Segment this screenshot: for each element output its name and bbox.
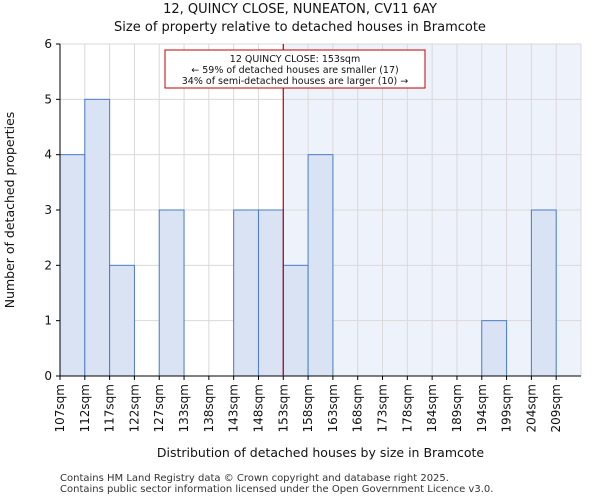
x-tick-label: 122sqm bbox=[127, 384, 141, 432]
bar-107sqm bbox=[59, 154, 86, 377]
x-tick-label: 184sqm bbox=[425, 384, 439, 432]
y-tick-label: 3 bbox=[44, 203, 52, 217]
y-tick-label: 0 bbox=[44, 369, 52, 383]
x-tick-label: 148sqm bbox=[251, 384, 265, 432]
annotation-line: 12 QUINCY CLOSE: 153sqm bbox=[230, 54, 360, 65]
x-tick-label: 204sqm bbox=[524, 384, 538, 432]
chart-subtitle: Size of property relative to detached ho… bbox=[114, 20, 486, 35]
annotation-line: ← 59% of detached houses are smaller (17… bbox=[191, 65, 398, 76]
y-tick-label: 4 bbox=[44, 148, 52, 162]
y-axis-label: Number of detached properties bbox=[2, 112, 17, 309]
x-tick-label: 199sqm bbox=[500, 384, 514, 432]
x-tick-label: 133sqm bbox=[177, 384, 191, 432]
annotation-box bbox=[164, 49, 426, 89]
x-tick-label: 168sqm bbox=[351, 384, 365, 432]
histogram-chart: 0 1 2 3 4 5 6 107sqm 112sqm 117sqm 122sqm 127sqm 133… bbox=[2, 37, 582, 460]
y-tick-label: 5 bbox=[44, 92, 52, 106]
bar-117sqm bbox=[109, 264, 135, 377]
x-tick-label: 127sqm bbox=[152, 384, 166, 432]
bar-194sqm bbox=[481, 320, 508, 377]
bar-143sqm bbox=[233, 209, 259, 377]
x-tick-label: 158sqm bbox=[301, 384, 315, 432]
annotation-line: 34% of semi-detached houses are larger (… bbox=[182, 76, 409, 87]
x-tick-label: 189sqm bbox=[450, 384, 464, 432]
y-tick-label: 1 bbox=[44, 314, 52, 328]
chart-title: 12, QUINCY CLOSE, NUNEATON, CV11 6AY bbox=[163, 2, 437, 17]
x-tick-label: 153sqm bbox=[276, 384, 290, 432]
x-tick-label: 209sqm bbox=[549, 384, 563, 432]
x-axis-label: Distribution of detached houses by size … bbox=[157, 445, 485, 460]
bar-153sqm bbox=[282, 264, 309, 377]
x-tick-label: 194sqm bbox=[475, 384, 489, 432]
bar-204sqm bbox=[530, 209, 557, 377]
footer-copyright: Contains HM Land Registry data © Crown c… bbox=[60, 473, 449, 484]
x-tick-label: 173sqm bbox=[376, 384, 390, 432]
bar-148sqm bbox=[257, 209, 284, 377]
x-tick-label: 117sqm bbox=[103, 384, 117, 432]
x-tick-label: 178sqm bbox=[400, 384, 414, 432]
footer-licence: Contains public sector information licen… bbox=[60, 484, 494, 495]
y-tick-label: 2 bbox=[44, 258, 52, 272]
x-tick-label: 138sqm bbox=[202, 384, 216, 432]
x-tick-label: 143sqm bbox=[227, 384, 241, 432]
bar-158sqm bbox=[307, 154, 334, 377]
x-tick-label: 163sqm bbox=[326, 384, 340, 432]
bar-127sqm bbox=[158, 209, 185, 377]
y-tick-label: 6 bbox=[44, 37, 52, 51]
x-tick-label: 107sqm bbox=[53, 384, 67, 432]
x-tick-label: 112sqm bbox=[78, 384, 92, 432]
bar-112sqm bbox=[84, 98, 111, 377]
